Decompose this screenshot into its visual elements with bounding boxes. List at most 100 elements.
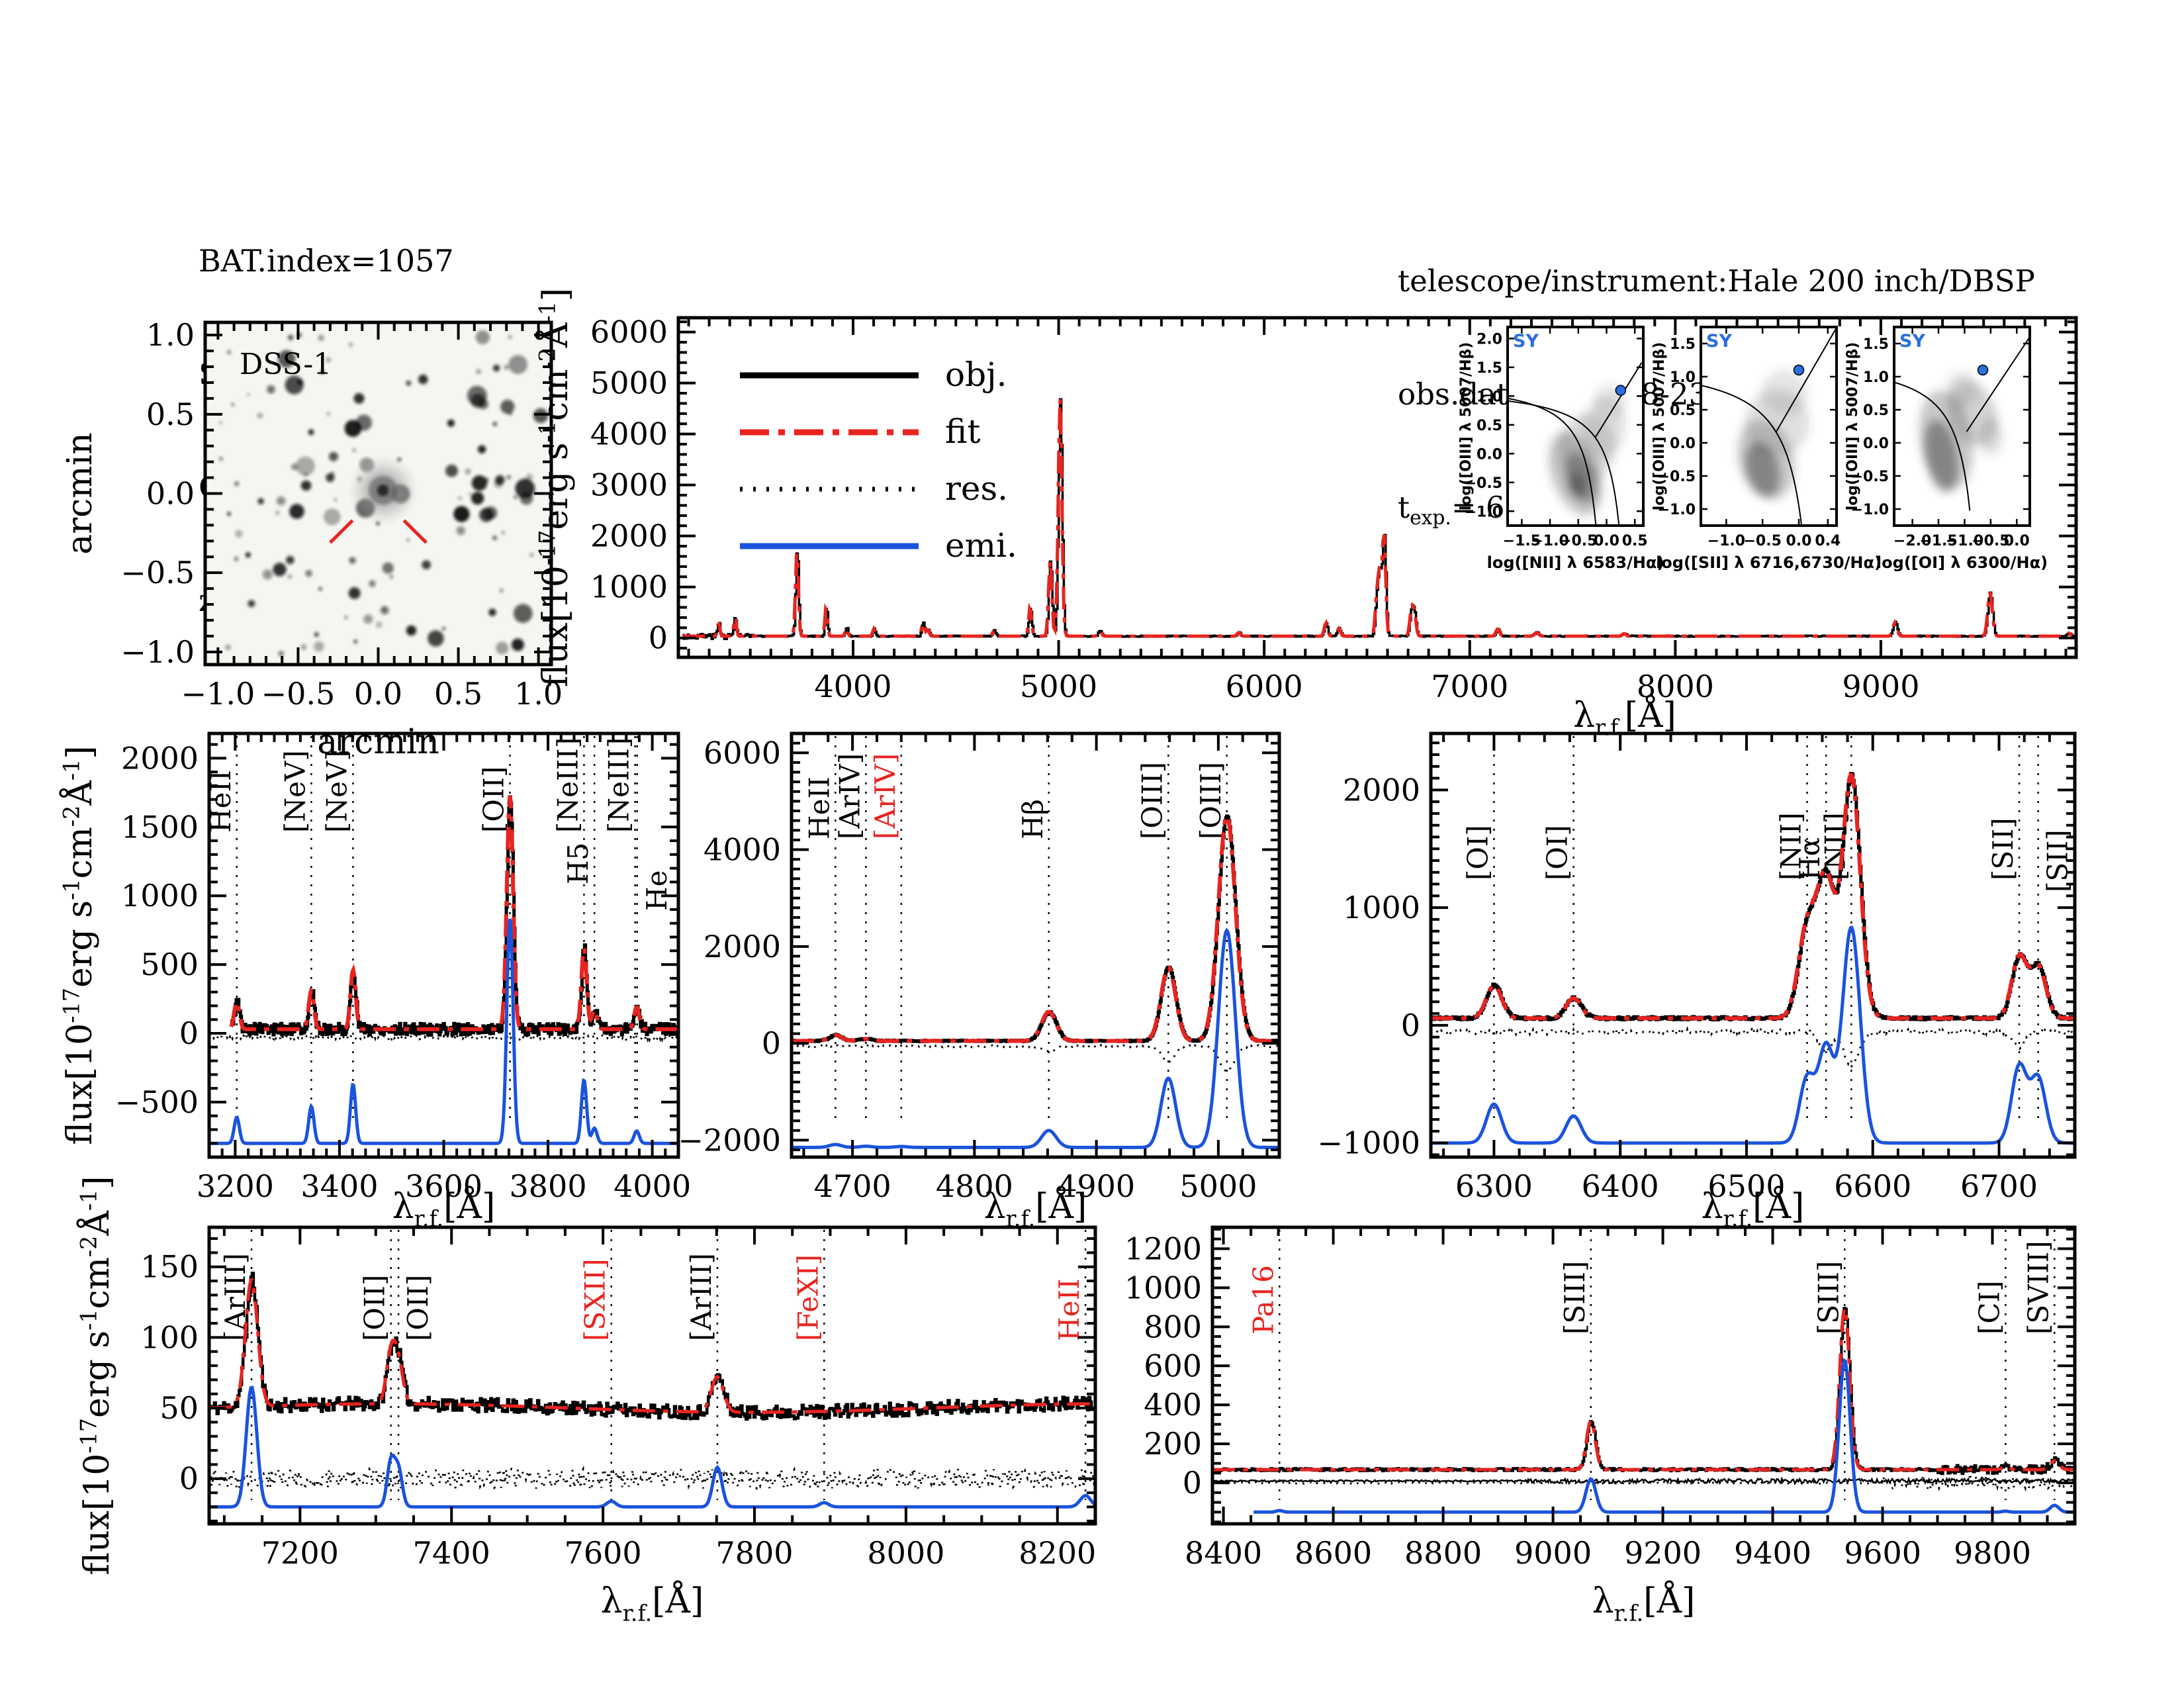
svg-text:0.0: 0.0 xyxy=(2004,533,2030,549)
svg-text:−1.0: −1.0 xyxy=(1465,504,1502,520)
svg-text:7200: 7200 xyxy=(261,1535,339,1571)
emission-model xyxy=(1253,1358,2074,1514)
emission-model xyxy=(792,927,1279,1149)
emission-line-label: [OII] xyxy=(478,767,510,833)
bpt-ylabel: log([OIII] λ 5007/Hβ) xyxy=(1651,342,1668,511)
panel-bottom-right: Pa16 [SIII] [SIII] [CI] [SVIII] 8400 8600 8800 9… xyxy=(1124,1225,2077,1626)
svg-text:0.0: 0.0 xyxy=(1863,436,1889,452)
object-spectrum xyxy=(210,1272,1095,1421)
emission-model xyxy=(210,1385,1095,1509)
svg-text:4900: 4900 xyxy=(1058,1168,1135,1204)
svg-text:0.5: 0.5 xyxy=(1477,418,1502,434)
svg-text:−1.0: −1.0 xyxy=(1851,502,1889,518)
svg-text:5000: 5000 xyxy=(1179,1168,1257,1204)
bpt-class-tag: SY xyxy=(1513,331,1539,352)
svg-text:8000: 8000 xyxy=(1637,669,1714,704)
svg-text:1.0: 1.0 xyxy=(1670,369,1696,386)
svg-text:−1.5: −1.5 xyxy=(1919,533,1957,549)
svg-text:6000: 6000 xyxy=(590,314,668,350)
panel-mid-left: HeII [NeV] [NeV] [OII] [NeIII]H5[NeIII]He320… xyxy=(58,731,691,1232)
svg-text:600: 600 xyxy=(1144,1348,1202,1383)
svg-text:1.5: 1.5 xyxy=(1477,360,1502,377)
source-point xyxy=(1793,364,1805,376)
svg-text:4700: 4700 xyxy=(814,1168,891,1204)
galaxy xyxy=(347,455,419,526)
emission-line-label: [SII] xyxy=(1987,818,2019,880)
svg-text:−1.0: −1.0 xyxy=(1658,502,1696,518)
panel-main: 4000 5000 6000 7000 8000 9000 0 1000 2000 3000 400… xyxy=(534,288,2078,741)
svg-text:0.0: 0.0 xyxy=(1670,436,1696,452)
svg-text:2000: 2000 xyxy=(121,740,199,776)
svg-text:9200: 9200 xyxy=(1624,1535,1702,1571)
bpt-inset-3: −2.0−1.5−1.0−0.50.01.51.00.50.0−0.5−1.0l… xyxy=(1844,326,2048,572)
svg-text:9000: 9000 xyxy=(1842,669,1919,704)
texp-subscript: exp. xyxy=(1410,506,1451,530)
svg-text:−1.0: −1.0 xyxy=(181,676,255,712)
svg-text:1.0: 1.0 xyxy=(1863,369,1889,386)
legend-label: emi. xyxy=(945,526,1017,565)
panel-dss-image: DSS-1−1.0 −0.5 0.0 0.5 1.0−1.0−0.50.00.51.0a… xyxy=(60,317,563,762)
svg-text:1.5: 1.5 xyxy=(1863,336,1889,353)
emission-model xyxy=(1432,925,2074,1145)
svg-text:50: 50 xyxy=(159,1390,199,1426)
svg-text:0: 0 xyxy=(1183,1465,1202,1501)
emission-line-label: [ArIII] xyxy=(685,1253,717,1341)
emission-line-label: [OII] xyxy=(359,1275,391,1341)
svg-text:0.5: 0.5 xyxy=(434,676,482,712)
fit-spectrum xyxy=(1213,1307,2074,1472)
bpt-xlabel: log([SII] λ 6716,6730/Hα) xyxy=(1656,553,1882,572)
svg-text:λr.f.[Å]: λr.f.[Å] xyxy=(1702,1186,1805,1232)
svg-text:100: 100 xyxy=(140,1319,199,1355)
emission-line-label: [FeXI] xyxy=(792,1254,824,1341)
svg-text:λr.f.[Å]: λr.f.[Å] xyxy=(392,1186,496,1232)
legend-label: res. xyxy=(945,469,1008,508)
svg-text:λr.f.[Å]: λr.f.[Å] xyxy=(1592,1580,1696,1626)
svg-text:3400: 3400 xyxy=(300,1168,378,1204)
svg-text:7400: 7400 xyxy=(413,1535,490,1571)
svg-text:4000: 4000 xyxy=(814,669,891,704)
svg-text:−1.0: −1.0 xyxy=(120,634,195,670)
svg-text:−0.5: −0.5 xyxy=(261,676,336,712)
emission-line-label: HeII xyxy=(1053,1278,1085,1341)
texp-symbol: t xyxy=(1398,490,1410,525)
svg-text:7800: 7800 xyxy=(715,1535,793,1571)
svg-text:4000: 4000 xyxy=(614,1168,691,1204)
density-cloud xyxy=(1737,370,1810,500)
dss-tag: DSS-1 xyxy=(240,348,332,381)
svg-text:6600: 6600 xyxy=(1834,1168,1911,1204)
svg-text:0: 0 xyxy=(179,1015,199,1051)
emission-line-label: [NII] xyxy=(1775,812,1807,880)
line-markers: Pa16 [SIII] [SIII] [CI] [SVIII] xyxy=(1247,1230,2056,1501)
svg-text:9800: 9800 xyxy=(1954,1535,2031,1571)
svg-text:0: 0 xyxy=(179,1461,199,1497)
svg-text:−0.5: −0.5 xyxy=(120,555,195,590)
svg-text:1.0: 1.0 xyxy=(514,676,563,712)
panel-mid-center: HeII[ArIV] [ArIV] Hβ [OIII] [OIII]4700 4800 49… xyxy=(678,731,1281,1232)
svg-text:3000: 3000 xyxy=(590,467,668,503)
svg-text:λr.f.[Å]: λr.f.[Å] xyxy=(601,1580,704,1626)
svg-text:8800: 8800 xyxy=(1404,1535,1482,1571)
bpt-ylabel: log([OIII] λ 5007/Hβ) xyxy=(1844,342,1861,511)
slit-marker xyxy=(402,519,428,544)
svg-text:−1.5: −1.5 xyxy=(1503,533,1541,549)
svg-text:9600: 9600 xyxy=(1844,1535,1921,1571)
svg-text:−0.5: −0.5 xyxy=(1743,533,1781,549)
emission-line-label: [OIII] xyxy=(1136,762,1168,839)
bpt-ylabel: log([OIII] λ 5007/Hβ) xyxy=(1458,342,1475,511)
svg-text:1.0: 1.0 xyxy=(1477,389,1502,405)
emission-line-label: [SIII] xyxy=(1812,1261,1844,1335)
svg-text:2.0: 2.0 xyxy=(1477,331,1502,348)
panel-bottom-left: [ArIII] [OII] [OII] [SXII] [ArIII] [FeXI] HeII… xyxy=(75,1176,1097,1626)
density-cloud xyxy=(1919,371,2003,492)
svg-text:−0.5: −0.5 xyxy=(1465,475,1502,492)
emission-line-label: [OI] xyxy=(1541,825,1574,880)
emission-line-label: [NeV] xyxy=(279,750,311,833)
emission-line-label: Hβ xyxy=(1017,799,1049,839)
svg-text:0: 0 xyxy=(649,620,668,656)
svg-text:1.0: 1.0 xyxy=(146,317,195,353)
svg-text:5000: 5000 xyxy=(590,365,668,401)
svg-text:−1.0: −1.0 xyxy=(1707,533,1745,549)
slit-marker xyxy=(329,519,354,544)
svg-text:4000: 4000 xyxy=(590,416,668,452)
